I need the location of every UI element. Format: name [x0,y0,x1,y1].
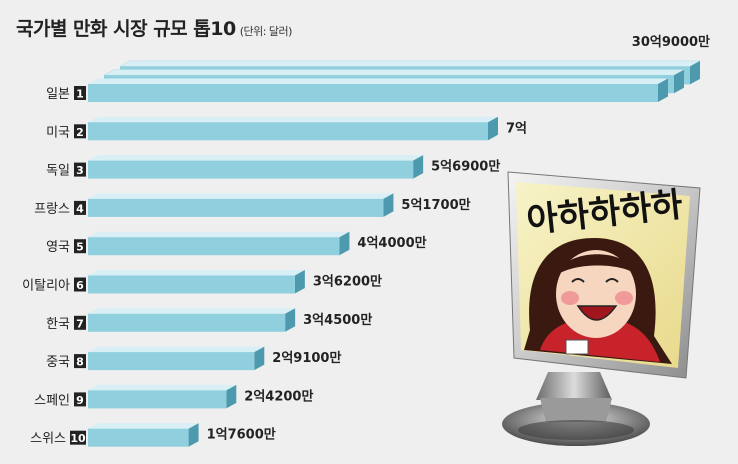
bar [88,198,384,217]
rank-box [74,277,86,292]
chart-unit-note: (단위: 달러) [239,25,293,38]
bar-side [383,193,394,217]
rank-box [74,392,86,407]
girl-eye-right [605,278,619,283]
girl-eye-left [571,278,585,283]
bar-side [254,346,265,371]
value-label: 7억 [506,121,527,136]
bar [88,237,340,256]
bar [88,122,488,141]
bar [88,160,414,179]
rank-box [70,430,86,445]
category-label: 일본 [46,87,70,102]
bar-top [88,193,394,199]
bar [88,390,227,409]
category-label: 미국 [46,125,70,140]
bar-side [339,231,350,256]
bar [88,352,255,371]
value-label: 2억9100만 [272,350,341,366]
value-label: 3억6200만 [313,274,382,290]
monitor-neck [540,398,612,422]
value-label: 3억4500만 [303,312,372,328]
rank-box [74,354,86,369]
rank-number: 1 [76,88,84,101]
value-label: 5억1700만 [401,197,470,213]
monitor-base-shadow [518,420,634,440]
value-label: 30억9000만 [632,34,710,50]
bar-side [488,116,498,141]
bar-side [413,155,424,179]
bar-side [658,78,668,102]
rank-box [74,200,86,215]
bar-top [88,270,305,276]
bar-top [88,116,498,123]
bar-break-layer-top [103,69,685,76]
category-label: 독일 [46,164,70,179]
bar-side [294,270,305,294]
bar-side [226,384,237,409]
rank-number: 10 [70,432,86,445]
bar-side [188,423,199,447]
monitor-illustration: 아하하하하 [502,171,701,446]
bar [88,275,295,294]
category-label: 스페인 [34,393,70,408]
rank-box [74,239,86,254]
girl-bangs [556,254,638,276]
bar-top [88,423,199,429]
bar-break-layer-top [119,60,701,67]
bar-top [88,78,668,84]
cartoon-girl [524,238,672,364]
chart-title-text: 국가별 만화 시장 규모 톱10 [16,18,236,40]
bar-top [88,308,296,314]
rank-number: 3 [76,164,84,177]
category-label: 프랑스 [34,202,70,217]
rank-number: 6 [76,279,84,292]
rank-box [74,124,86,139]
category-label: 한국 [46,317,70,332]
bar-break-layer-side [690,60,700,85]
rank-number: 9 [76,394,84,407]
bar-top [88,155,424,161]
monitor-stand [536,372,612,400]
bar [88,84,658,102]
girl-cup [565,339,589,355]
girl-mouth [576,305,618,321]
bar-side [285,308,296,332]
bar-break-layer-side [674,69,684,94]
girl-cheek-right [615,291,633,305]
bar-top [88,384,237,391]
value-label: 4억4000만 [357,235,426,251]
rank-number: 2 [76,126,84,139]
girl-face [556,250,636,338]
bar [88,313,286,332]
rank-number: 4 [76,202,84,215]
category-label: 이탈리아 [22,279,70,294]
bar-top [88,346,265,353]
category-label: 스위스 [30,432,66,447]
bars-group: 1 일본 30억9000만 2 미국 7억 3 독일 5억6900만 4 프랑스 5억1700만 5 영국… [22,34,710,447]
rank-box [74,86,86,100]
value-label: 1억7600만 [207,427,276,443]
value-label: 5억6900만 [431,159,500,175]
value-label: 2억4200만 [244,388,313,404]
rank-box [74,162,86,177]
bar [88,428,189,447]
rank-number: 8 [76,356,84,369]
category-label: 영국 [46,240,70,255]
girl-cheek-left [561,291,579,305]
rank-number: 7 [76,317,84,330]
category-label: 중국 [46,355,70,370]
chart-title: 국가별 만화 시장 규모 톱10 (단위: 달러) [16,14,292,41]
rank-number: 5 [76,241,84,254]
rank-box [74,315,86,330]
bar-top [88,231,350,238]
